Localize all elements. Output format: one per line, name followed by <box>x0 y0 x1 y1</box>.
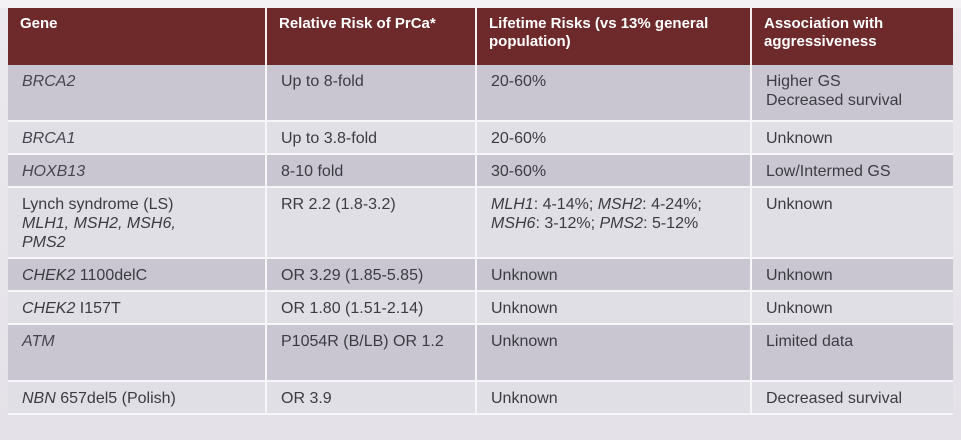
association-cell: Unknown <box>751 291 953 325</box>
association-cell: Decreased survival <box>751 381 953 415</box>
relative-risk-cell: OR 1.80 (1.51-2.14) <box>266 291 477 325</box>
table-row: Lynch syndrome (LS) MLH1, MSH2, MSH6, PM… <box>8 187 953 259</box>
relative-risk-cell: RR 2.2 (1.8-3.2) <box>266 187 477 259</box>
association-cell: Unknown <box>751 258 953 292</box>
association-cell: Low/Intermed GS <box>751 154 953 188</box>
table-row: ATM P1054R (B/LB) OR 1.2 Unknown Limited… <box>8 324 953 382</box>
gene-risk-table: Gene Relative Risk of PrCa* Lifetime Ris… <box>8 8 953 415</box>
lifetime-risk-cell: 30-60% <box>476 154 752 188</box>
lifetime-risk-cell: MLH1: 4-14%; MSH2: 4-24%; MSH6: 3-12%; P… <box>476 187 752 259</box>
lifetime-risk-cell: Unknown <box>476 381 752 415</box>
risk-value: : 4-14%; <box>533 196 598 213</box>
header-gene: Gene <box>8 8 267 65</box>
gene-cell: NBN 657del5 (Polish) <box>8 381 267 415</box>
gene-symbol: CHEK2 <box>22 300 76 317</box>
gene-cell: CHEK2 I157T <box>8 291 267 325</box>
risk-value: : 5-12% <box>643 215 699 232</box>
relative-risk-cell: P1054R (B/LB) OR 1.2 <box>266 324 477 382</box>
relative-risk-cell: Up to 3.8-fold <box>266 121 477 155</box>
lifetime-line: MSH6: 3-12%; PMS2: 5-12% <box>491 214 740 233</box>
gene-symbol: PMS2 <box>599 215 644 232</box>
gene-symbol: NBN <box>22 390 56 407</box>
association-cell: Unknown <box>751 187 953 259</box>
header-association: Association with aggressiveness <box>751 8 953 65</box>
table-row: BRCA1 Up to 3.8-fold 20-60% Unknown <box>8 121 953 155</box>
table-row: CHEK2 I157T OR 1.80 (1.51-2.14) Unknown … <box>8 291 953 325</box>
association-line: Decreased survival <box>766 92 903 109</box>
table-row: BRCA2 Up to 8-fold 20-60% Higher GS Decr… <box>8 65 953 122</box>
table-row: HOXB13 8-10 fold 30-60% Low/Intermed GS <box>8 154 953 188</box>
association-line: Higher GS <box>766 73 841 90</box>
relative-risk-cell: Up to 8-fold <box>266 65 477 122</box>
gene-symbol: MSH6 <box>491 215 536 232</box>
gene-line: Lynch syndrome (LS) <box>22 196 174 213</box>
table-row: CHEK2 1100delC OR 3.29 (1.85-5.85) Unkno… <box>8 258 953 292</box>
lifetime-risk-cell: 20-60% <box>476 121 752 155</box>
lifetime-line: MLH1: 4-14%; MSH2: 4-24%; <box>491 195 740 214</box>
gene-cell: BRCA1 <box>8 121 267 155</box>
header-row: Gene Relative Risk of PrCa* Lifetime Ris… <box>8 8 953 65</box>
table-row: NBN 657del5 (Polish) OR 3.9 Unknown Decr… <box>8 381 953 415</box>
lifetime-risk-cell: 20-60% <box>476 65 752 122</box>
association-cell: Higher GS Decreased survival <box>751 65 953 122</box>
association-cell: Limited data <box>751 324 953 382</box>
association-cell: Unknown <box>751 121 953 155</box>
gene-symbol: CHEK2 <box>22 267 76 284</box>
gene-cell: Lynch syndrome (LS) MLH1, MSH2, MSH6, PM… <box>8 187 267 259</box>
risk-value: : 3-12%; <box>535 215 600 232</box>
relative-risk-cell: 8-10 fold <box>266 154 477 188</box>
gene-line: MLH1, MSH2, MSH6, <box>22 215 176 232</box>
gene-variant: I157T <box>75 300 121 317</box>
slide-title-strip <box>0 0 961 8</box>
gene-line: PMS2 <box>22 234 66 251</box>
table-header: Gene Relative Risk of PrCa* Lifetime Ris… <box>8 8 953 65</box>
table-body: BRCA2 Up to 8-fold 20-60% Higher GS Decr… <box>8 65 953 415</box>
gene-variant: 1100delC <box>75 267 148 284</box>
lifetime-risk-cell: Unknown <box>476 291 752 325</box>
gene-cell: BRCA2 <box>8 65 267 122</box>
lifetime-risk-cell: Unknown <box>476 258 752 292</box>
header-lifetime-risks: Lifetime Risks (vs 13% general populatio… <box>476 8 752 65</box>
gene-symbol: MSH2 <box>597 196 643 213</box>
gene-cell: HOXB13 <box>8 154 267 188</box>
gene-cell: ATM <box>8 324 267 382</box>
gene-symbol: MLH1 <box>491 196 534 213</box>
lifetime-risk-cell: Unknown <box>476 324 752 382</box>
relative-risk-cell: OR 3.9 <box>266 381 477 415</box>
gene-cell: CHEK2 1100delC <box>8 258 267 292</box>
relative-risk-cell: OR 3.29 (1.85-5.85) <box>266 258 477 292</box>
gene-variant: 657del5 (Polish) <box>55 390 176 407</box>
header-relative-risk: Relative Risk of PrCa* <box>266 8 477 65</box>
risk-value: : 4-24%; <box>642 196 702 213</box>
